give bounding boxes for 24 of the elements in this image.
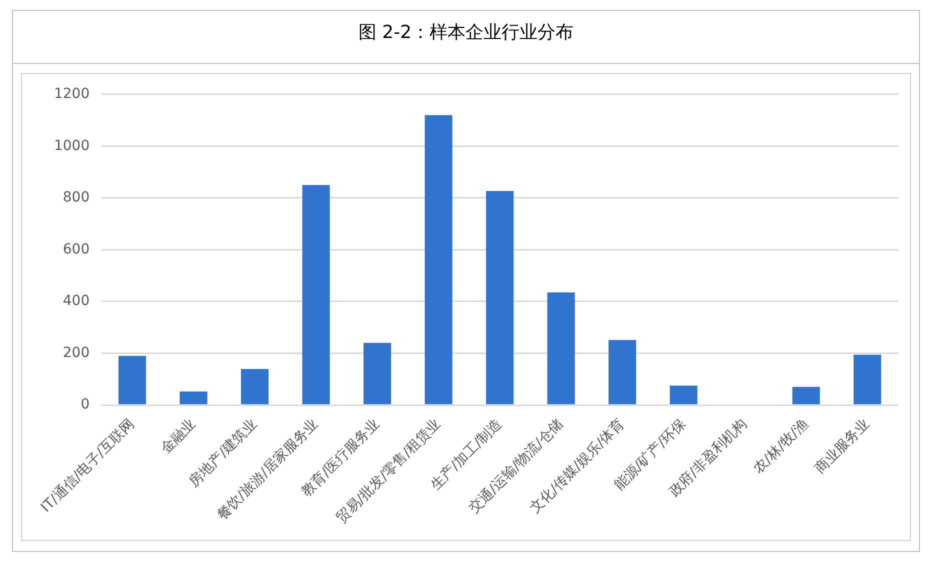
chart-title: 图 2-2：样本企业行业分布 bbox=[13, 11, 919, 64]
bar bbox=[854, 354, 882, 404]
x-tick-label: IT/通信/电子/互联网 bbox=[38, 416, 138, 516]
y-tick-label: 400 bbox=[62, 293, 90, 310]
y-tick-label: 0 bbox=[80, 396, 90, 413]
y-tick-label: 1200 bbox=[54, 86, 90, 102]
y-tick-label: 1000 bbox=[54, 138, 90, 154]
bar bbox=[792, 386, 820, 404]
x-tick-label: 金融业 bbox=[158, 416, 199, 458]
bar bbox=[118, 356, 146, 404]
bar bbox=[240, 369, 269, 404]
bar bbox=[547, 292, 575, 404]
bar bbox=[670, 386, 698, 404]
y-tick-label: 600 bbox=[62, 241, 90, 258]
bar bbox=[608, 340, 636, 404]
bar bbox=[424, 115, 452, 404]
y-tick-label: 800 bbox=[62, 190, 90, 206]
x-tick-label: 商业服务业 bbox=[812, 416, 873, 477]
bar bbox=[364, 342, 392, 404]
y-tick-label: 200 bbox=[62, 344, 90, 361]
bar bbox=[486, 190, 514, 404]
bar bbox=[180, 392, 208, 404]
x-tick-label: 农/林/牧/渔 bbox=[750, 416, 812, 477]
bar bbox=[302, 185, 330, 404]
